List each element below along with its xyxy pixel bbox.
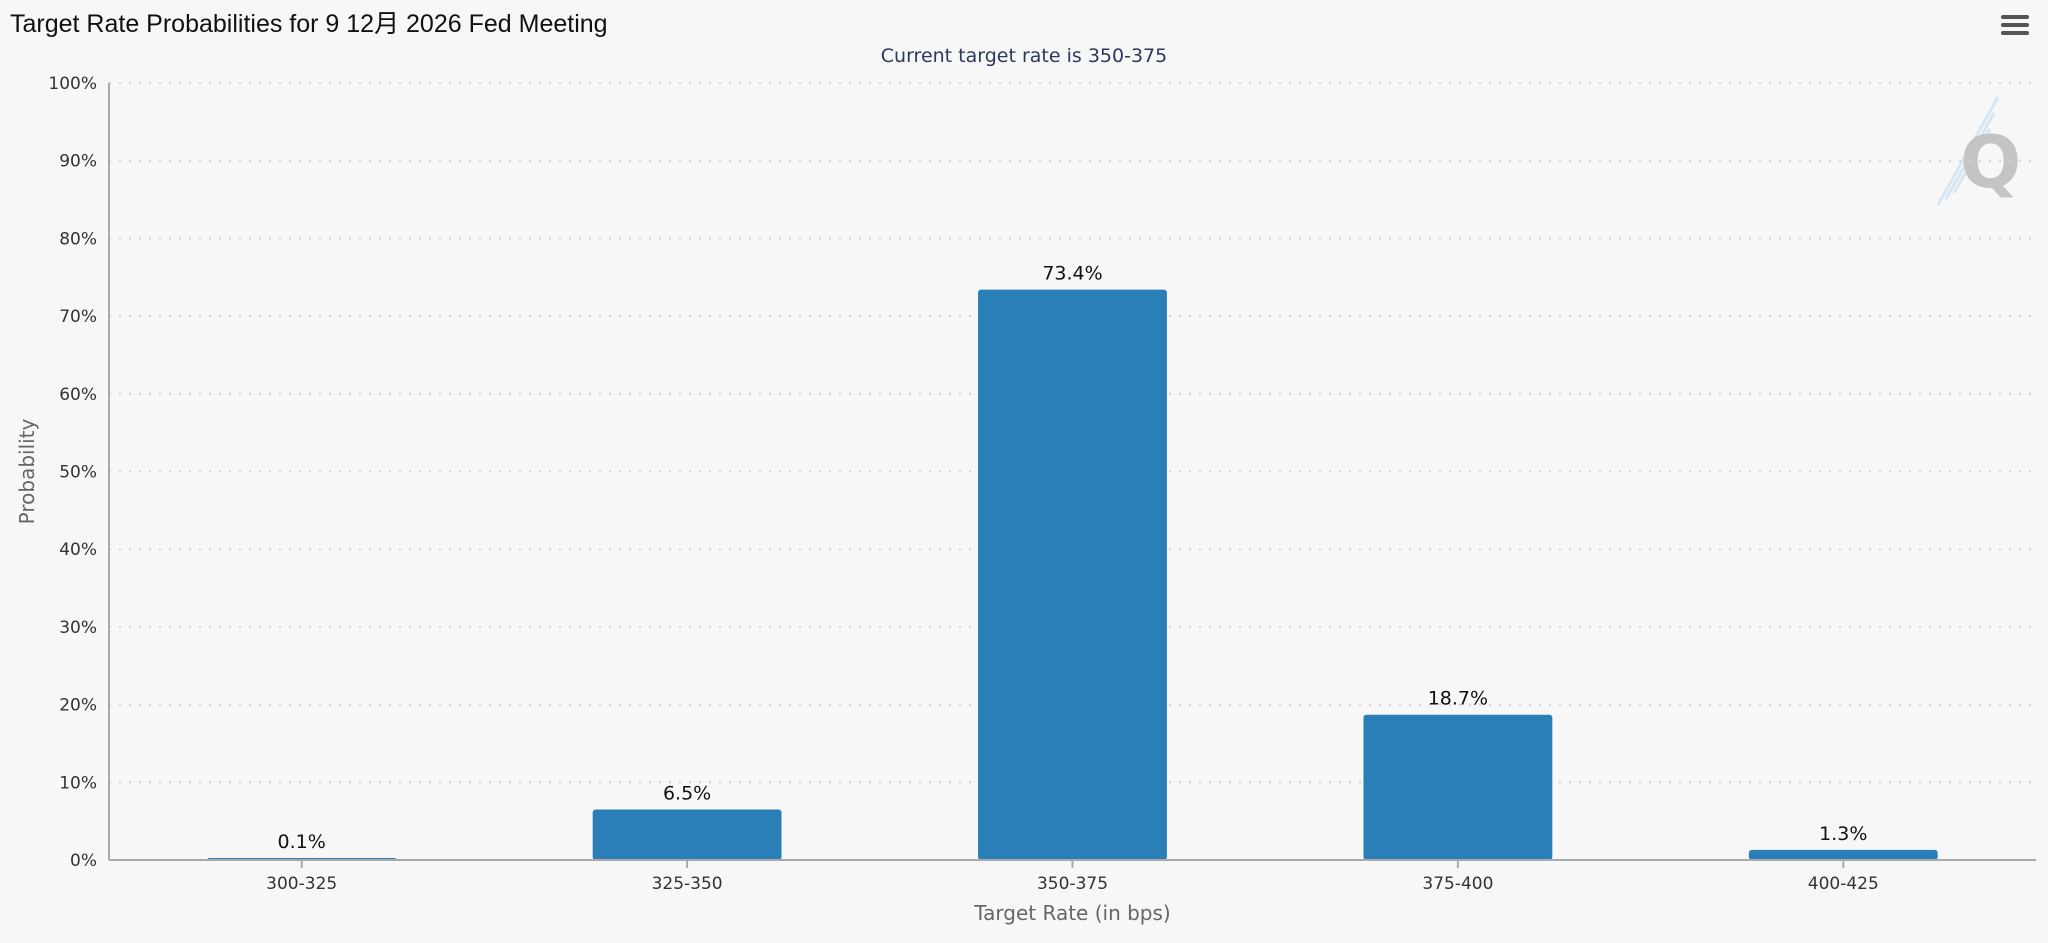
data-label: 73.4% xyxy=(1042,263,1102,285)
bar-350-375[interactable] xyxy=(978,289,1167,860)
y-tick-label: 20% xyxy=(59,696,97,716)
bar-325-350[interactable] xyxy=(592,809,782,860)
data-label: 18.7% xyxy=(1428,688,1488,710)
x-tick-label: 300-325 xyxy=(266,874,337,894)
chart-title: Target Rate Probabilities for 9 12月 2026… xyxy=(10,10,608,38)
bar-375-400[interactable] xyxy=(1363,714,1553,860)
y-tick-label: 80% xyxy=(59,229,97,249)
y-tick-label: 60% xyxy=(59,385,97,405)
quikstrike-logo: Q xyxy=(1932,95,2022,210)
x-tick-label: 400-425 xyxy=(1808,874,1879,894)
y-tick-label: 0% xyxy=(70,851,97,871)
y-axis-title: Probability xyxy=(15,418,39,524)
data-label: 0.1% xyxy=(278,831,326,853)
chart-subtitle: Current target rate is 350-375 xyxy=(880,45,1168,67)
y-tick-label: 100% xyxy=(48,74,97,94)
y-tick-label: 90% xyxy=(59,152,97,172)
data-labels: 0.1% 6.5% 73.4% 18.7% 1.3% xyxy=(278,263,1868,853)
hamburger-menu-icon xyxy=(2001,15,2029,35)
bar-400-425[interactable] xyxy=(1748,849,1938,860)
x-tick-label: 350-375 xyxy=(1037,874,1108,894)
bars xyxy=(207,289,1938,860)
data-label: 1.3% xyxy=(1819,823,1867,845)
menu-button[interactable] xyxy=(1998,10,2034,40)
y-tick-label: 10% xyxy=(59,773,97,793)
x-tick-label: 325-350 xyxy=(652,874,723,894)
y-tick-label: 30% xyxy=(59,618,97,638)
y-tick-label: 40% xyxy=(59,540,97,560)
grid-lines xyxy=(109,82,2036,784)
y-axis-ticks: 0% 10% 20% 30% 40% 50% 60% 70% 80% 90% 100% xyxy=(48,74,97,871)
x-axis-ticks: 300-325 325-350 350-375 375-400 400-425 xyxy=(266,860,1879,894)
x-tick-label: 375-400 xyxy=(1422,874,1493,894)
data-label: 6.5% xyxy=(663,782,711,804)
x-axis-title: Target Rate (in bps) xyxy=(973,901,1170,925)
y-tick-label: 50% xyxy=(59,463,97,483)
y-tick-label: 70% xyxy=(59,307,97,327)
quikstrike-q-logo-icon: Q xyxy=(1936,96,2021,206)
watermark-letter: Q xyxy=(1960,120,2021,204)
